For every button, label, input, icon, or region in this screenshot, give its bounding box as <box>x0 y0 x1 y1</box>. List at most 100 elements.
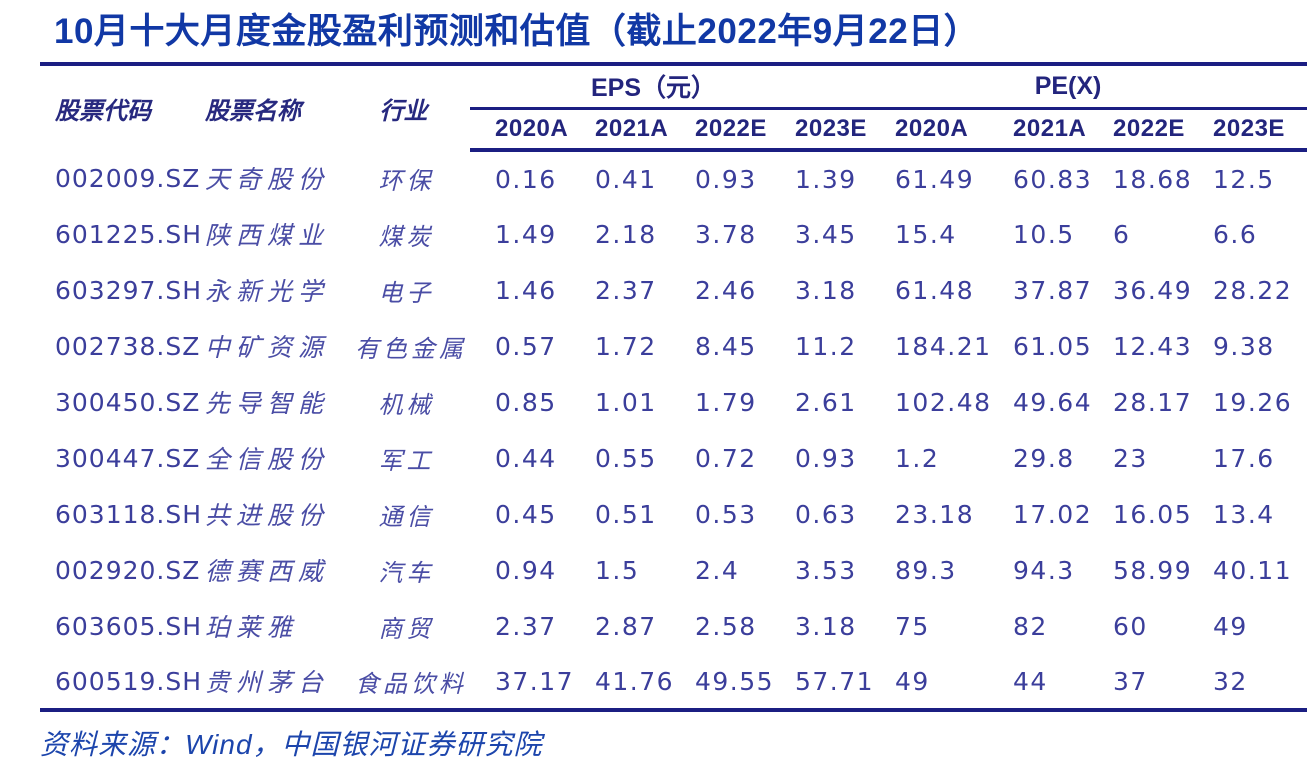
table-row: 603605.SH 珀莱雅 商贸 2.37 2.87 2.58 3.18 75 82 60 49 <box>40 598 1307 654</box>
source-note: 资料来源：Wind，中国银河证券研究院 <box>40 729 543 760</box>
stock-name-cell: 永新光学 <box>205 277 330 306</box>
column-header-industry: 行业 <box>379 95 428 125</box>
stock-name-cell: 贵州茅台 <box>205 668 330 697</box>
eps-value-cell: 57.71 <box>795 666 875 696</box>
eps-value-cell: 2.58 <box>695 611 757 641</box>
eps-value-cell: 2.4 <box>695 555 740 585</box>
industry-cell: 机械 <box>378 390 435 419</box>
eps-value-cell: 49.55 <box>695 666 775 696</box>
eps-value-cell: 1.49 <box>495 219 557 249</box>
eps-value-cell: 3.45 <box>795 219 857 249</box>
eps-value-cell: 1.72 <box>595 331 657 361</box>
eps-value-cell: 0.63 <box>795 499 857 529</box>
table-body: 002009.SZ 天奇股份 环保 0.16 0.41 0.93 1.39 61.49 6 0.8… <box>40 150 1307 710</box>
eps-value-cell: 3.78 <box>695 219 757 249</box>
page-title: 10月十大月度金股盈利预测和估值（截止2022年9月22日） <box>54 12 980 51</box>
pe-value-cell: 61.05 <box>1013 331 1093 361</box>
stock-name-cell: 共进股份 <box>205 501 330 530</box>
pe-value-cell: 16.05 <box>1113 499 1193 529</box>
year-header-eps-2021a: 2021A <box>570 108 670 152</box>
pe-value-cell: 44 <box>1013 666 1048 696</box>
pe-value-cell: 18.68 <box>1113 164 1193 194</box>
eps-value-cell: 0.93 <box>695 164 757 194</box>
pe-value-cell: 23.18 <box>895 499 975 529</box>
year-header-eps-2023e: 2023E <box>770 108 874 152</box>
table-row: 603297.SH 永新光学 电子 1.46 2.37 2.46 3.18 61.48 37.8… <box>40 262 1307 318</box>
eps-value-cell: 2.37 <box>495 611 557 641</box>
stock-code-cell: 002920.SZ <box>55 555 201 585</box>
stock-code-cell: 300450.SZ <box>55 387 201 417</box>
pe-value-cell: 23 <box>1113 443 1148 473</box>
pe-value-cell: 12.43 <box>1113 331 1193 361</box>
group-header-row: 股票代码 股票名称 行业 EPS（元） PE(X) <box>40 64 1308 125</box>
table-row: 002738.SZ 中矿资源 有色金属 0.57 1.72 8.45 11.2 184.21 6… <box>40 318 1307 374</box>
industry-cell: 煤炭 <box>378 222 435 251</box>
year-header-pe-2020a: 2020A <box>873 108 992 152</box>
pe-value-cell: 61.49 <box>895 164 975 194</box>
pe-value-cell: 12.5 <box>1213 164 1275 194</box>
stock-name-cell: 中矿资源 <box>205 333 330 362</box>
eps-value-cell: 1.46 <box>495 275 557 305</box>
pe-value-cell: 6 <box>1113 219 1131 249</box>
pe-value-cell: 89.3 <box>895 555 957 585</box>
pe-value-cell: 102.48 <box>895 387 992 417</box>
pe-value-cell: 37.87 <box>1013 275 1093 305</box>
eps-value-cell: 0.94 <box>495 555 557 585</box>
pe-value-cell: 17.02 <box>1013 499 1093 529</box>
eps-value-cell: 0.16 <box>495 164 557 194</box>
pe-value-cell: 10.5 <box>1013 219 1075 249</box>
stock-code-cell: 300447.SZ <box>55 443 201 473</box>
year-header-eps-2020a: 2020A <box>470 108 570 152</box>
eps-value-cell: 3.18 <box>795 275 857 305</box>
table-row: 300450.SZ 先导智能 机械 0.85 1.01 1.79 2.61 102.48 49.… <box>40 374 1307 430</box>
stock-code-cell: 600519.SH <box>55 666 203 696</box>
column-header-stock-name: 股票名称 <box>205 95 301 125</box>
pe-value-cell: 37 <box>1113 666 1148 696</box>
eps-value-cell: 0.51 <box>595 499 657 529</box>
pe-value-cell: 1.2 <box>895 443 940 473</box>
eps-value-cell: 1.5 <box>595 555 640 585</box>
pe-value-cell: 28.22 <box>1213 275 1293 305</box>
pe-value-cell: 36.49 <box>1113 275 1193 305</box>
industry-cell: 汽车 <box>378 558 435 587</box>
eps-value-cell: 11.2 <box>795 331 857 361</box>
industry-cell: 商贸 <box>378 614 435 643</box>
eps-value-cell: 0.44 <box>495 443 557 473</box>
industry-cell: 环保 <box>378 166 435 195</box>
stock-code-cell: 603118.SH <box>55 499 203 529</box>
eps-value-cell: 0.55 <box>595 443 657 473</box>
eps-value-cell: 0.41 <box>595 164 657 194</box>
table-row: 300447.SZ 全信股份 军工 0.44 0.55 0.72 0.93 1.2 29.8 23… <box>40 430 1307 486</box>
eps-value-cell: 0.85 <box>495 387 557 417</box>
year-header-pe-2021a: 2021A <box>991 108 1092 152</box>
stock-name-cell: 天奇股份 <box>205 165 330 194</box>
eps-value-cell: 2.61 <box>795 387 857 417</box>
eps-value-cell: 2.37 <box>595 275 657 305</box>
table-row: 002009.SZ 天奇股份 环保 0.16 0.41 0.93 1.39 61.49 60.8… <box>40 150 1307 206</box>
pe-value-cell: 32 <box>1213 666 1248 696</box>
pe-value-cell: 49.64 <box>1013 387 1093 417</box>
eps-value-cell: 0.53 <box>695 499 757 529</box>
stock-name-cell: 珀莱雅 <box>205 613 299 642</box>
eps-value-cell: 37.17 <box>495 666 575 696</box>
year-header-row: 2020A 2021A 2022E 2023E 2020A 2021A 2022… <box>40 108 1308 152</box>
industry-cell: 有色金属 <box>355 334 467 363</box>
table-header: 股票代码 股票名称 行业 EPS（元） PE(X) 2020A 2021A 20… <box>40 64 1308 152</box>
stock-code-cell: 603605.SH <box>55 611 203 641</box>
stock-code-cell: 601225.SH <box>55 219 203 249</box>
eps-value-cell: 1.39 <box>795 164 857 194</box>
year-header-pe-2023e: 2023E <box>1191 108 1308 152</box>
pe-value-cell: 60 <box>1113 611 1148 641</box>
table-row: 601225.SH 陕西煤业 煤炭 1.49 2.18 3.78 3.45 15.4 10.5 6… <box>40 206 1307 262</box>
eps-value-cell: 1.01 <box>595 387 657 417</box>
pe-value-cell: 19.26 <box>1213 387 1293 417</box>
stock-name-cell: 德赛西威 <box>205 557 330 586</box>
eps-value-cell: 3.18 <box>795 611 857 641</box>
stock-code-cell: 002009.SZ <box>55 163 201 193</box>
eps-value-cell: 2.87 <box>595 611 657 641</box>
stock-code-cell: 603297.SH <box>55 275 203 305</box>
pe-value-cell: 29.8 <box>1013 443 1075 473</box>
year-header-pe-2022e: 2022E <box>1091 108 1192 152</box>
stock-name-cell: 陕西煤业 <box>205 221 330 250</box>
year-header-eps-2022e: 2022E <box>670 108 770 152</box>
